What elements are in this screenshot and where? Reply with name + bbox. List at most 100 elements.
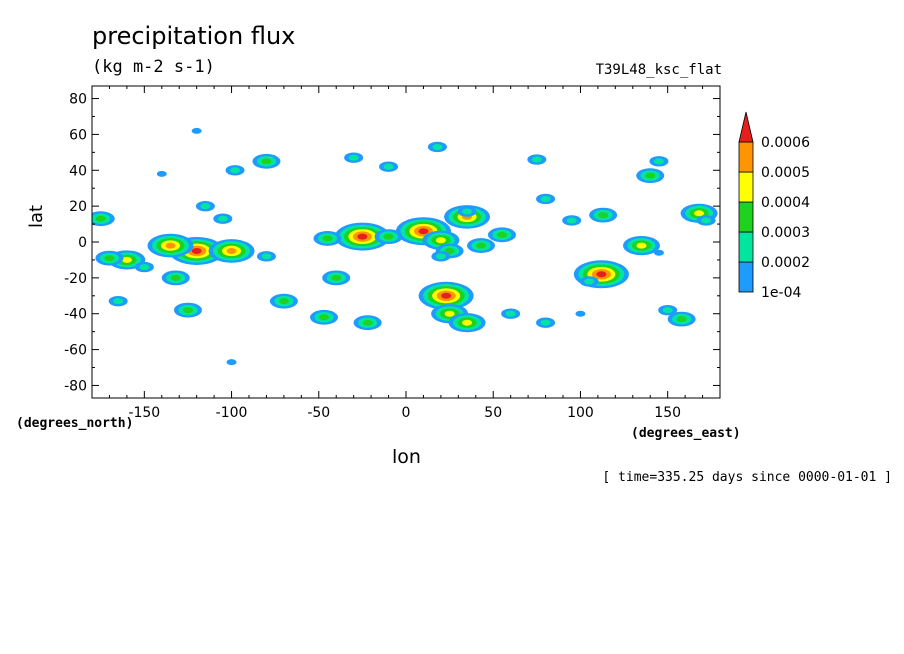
- precip-cell-20-level-2: [584, 278, 595, 285]
- precip-cell-22-level-2: [701, 217, 712, 224]
- colorbar-label-0: 1e-04: [761, 285, 801, 301]
- precip-cell-52: [191, 127, 202, 134]
- precip-cell-26-level-3: [319, 314, 330, 321]
- y-tick-label: -60: [64, 343, 87, 359]
- precip-cell-21-level-4: [694, 210, 705, 217]
- precip-cell-41-level-2: [230, 167, 241, 174]
- precip-cell-53: [226, 359, 237, 366]
- precip-cell-41: [225, 165, 245, 176]
- x-tick-label: -100: [216, 405, 248, 421]
- precip-cell-37-level-2: [383, 163, 394, 170]
- x-tick-label: -150: [128, 405, 160, 421]
- precip-cell-50: [256, 251, 276, 262]
- colorbar-label-4: 0.0005: [761, 165, 810, 181]
- precip-cell-32-level-3: [645, 172, 656, 179]
- precip-cell-3: [431, 251, 451, 262]
- precip-cell-38-level-2: [531, 156, 542, 163]
- precip-cell-12-level-6: [191, 247, 202, 254]
- precip-cell-30: [658, 304, 678, 316]
- precip-cell-8: [418, 281, 474, 310]
- precip-cell-45-level-2: [540, 195, 551, 202]
- precip-cell-14-level-5: [226, 247, 237, 254]
- precip-cell-43: [92, 211, 115, 227]
- precip-cell-27: [173, 302, 202, 318]
- precip-cell-47: [269, 293, 298, 309]
- precip-cell-42-level-2: [113, 298, 124, 305]
- colorbar-swatch-3: [738, 171, 754, 203]
- precip-cell-55: [653, 249, 664, 256]
- y-tick-label: 60: [69, 127, 87, 143]
- precip-cell-39-level-2: [200, 203, 211, 210]
- precip-cell-3-level-2: [435, 253, 446, 260]
- chart-title: precipitation flux: [92, 22, 296, 50]
- precip-cell-34: [589, 207, 618, 223]
- precip-cell-7: [334, 222, 390, 251]
- precip-cell-14: [208, 239, 255, 263]
- precip-cell-49-level-2: [348, 154, 359, 161]
- precip-cell-5: [467, 238, 496, 253]
- precip-cell-5-level-3: [476, 242, 487, 249]
- colorbar-label-5: 0.0006: [761, 135, 810, 151]
- x-axis-label: lon: [392, 446, 421, 468]
- colorbar-label-2: 0.0003: [761, 225, 810, 241]
- precip-cell-55-level-1: [653, 249, 664, 256]
- precip-cell-19-level-2: [462, 208, 473, 215]
- precip-cell-25: [322, 270, 351, 286]
- precip-cell-28: [353, 315, 382, 331]
- y-tick-label: -20: [64, 271, 87, 287]
- precip-cell-48: [501, 308, 521, 319]
- precip-cell-54: [575, 310, 586, 317]
- precip-cell-33-level-2: [653, 158, 664, 165]
- precip-cell-11-level-6: [596, 271, 607, 278]
- precip-cell-23: [623, 235, 660, 256]
- precip-cell-31: [667, 311, 696, 327]
- precip-cell-16: [95, 250, 124, 266]
- colorbar: 1e-04 0.0002 0.0003 0.0004 0.0005 0.0006: [738, 111, 810, 301]
- precip-cell-0-level-6: [418, 228, 429, 235]
- y-tick-label: 0: [78, 235, 87, 251]
- precip-cell-33: [649, 156, 669, 167]
- colorbar-label-1: 0.0002: [761, 255, 810, 271]
- x-tick-label: 0: [402, 405, 411, 421]
- colorbar-label-3: 0.0004: [761, 195, 810, 211]
- precip-cell-35-level-2: [566, 217, 577, 224]
- precip-cell-29: [536, 317, 556, 328]
- precip-cell-45: [536, 193, 556, 205]
- y-tick-label: 20: [69, 199, 87, 215]
- x-tick-label: 100: [567, 405, 594, 421]
- precip-cell-46-level-2: [217, 215, 228, 222]
- precip-cell-32: [636, 168, 665, 184]
- precip-cell-18: [161, 270, 190, 286]
- precip-cell-6: [487, 227, 516, 243]
- precip-cell-13-level-5: [165, 242, 176, 249]
- precip-cell-30-level-2: [662, 307, 673, 314]
- colorbar-swatch-4: [738, 141, 754, 173]
- precip-cell-29-level-2: [540, 319, 551, 326]
- run-label: T39L48_ksc_flat: [595, 62, 722, 78]
- y-axis-units: (degrees_north): [16, 416, 134, 431]
- precip-cell-7-level-6: [357, 233, 368, 240]
- precip-cell-10: [448, 313, 486, 333]
- precip-cell-51-level-1: [156, 170, 167, 177]
- precip-cell-19: [457, 206, 477, 217]
- x-tick-label: 150: [654, 405, 681, 421]
- precip-cell-16-level-3: [104, 255, 115, 262]
- precip-cell-48-level-2: [505, 310, 516, 317]
- precip-cell-13: [147, 233, 194, 258]
- precip-cell-18-level-3: [170, 274, 181, 281]
- precip-cell-39: [195, 200, 215, 212]
- precip-cell-43-level-3: [95, 215, 106, 222]
- chart-units: (kg m-2 s-1): [92, 57, 215, 77]
- colorbar-extend-arrow: [738, 111, 754, 143]
- time-label: [ time=335.25 days since 0000-01-01 ]: [602, 470, 892, 485]
- precip-cell-40-level-3: [261, 158, 272, 165]
- precip-cell-46: [213, 213, 233, 224]
- precip-cell-26: [310, 309, 339, 325]
- colorbar-swatch-1: [738, 231, 754, 263]
- precip-cell-49: [344, 152, 364, 163]
- precip-cell-47-level-3: [278, 298, 289, 305]
- precip-cell-36: [427, 141, 447, 153]
- precip-cell-9-level-4: [444, 310, 455, 317]
- y-tick-label: 80: [69, 92, 87, 108]
- precip-cell-17: [134, 261, 154, 273]
